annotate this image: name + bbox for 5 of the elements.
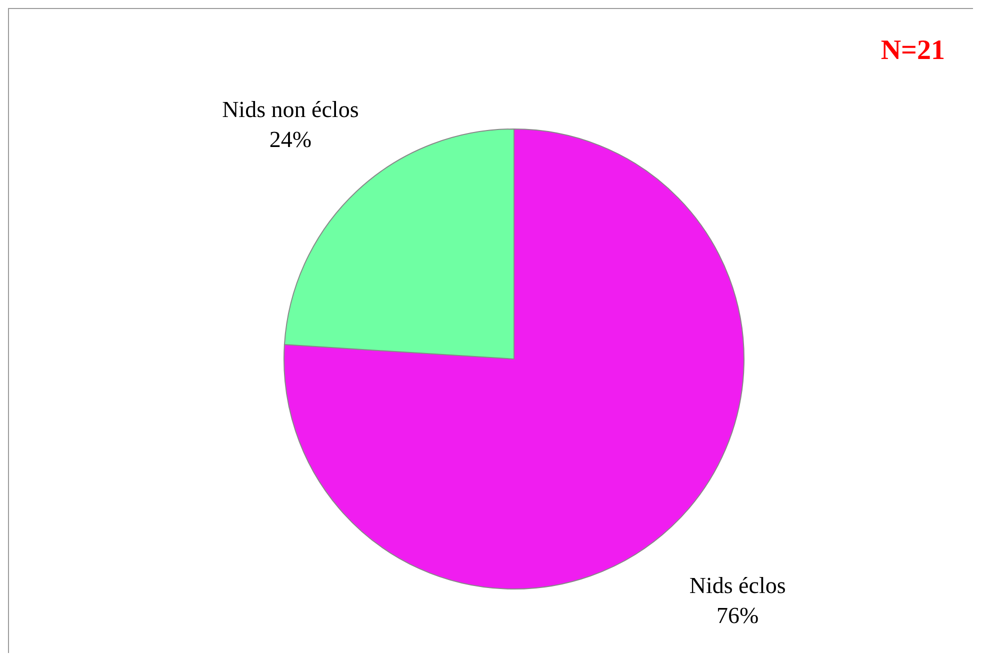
slice-label: Nids non éclos	[222, 96, 359, 122]
text: N=21	[880, 35, 945, 67]
data-label: 24%	[269, 126, 312, 152]
slice-label: Nids éclos	[689, 573, 786, 598]
data-label: 76%	[716, 603, 759, 628]
